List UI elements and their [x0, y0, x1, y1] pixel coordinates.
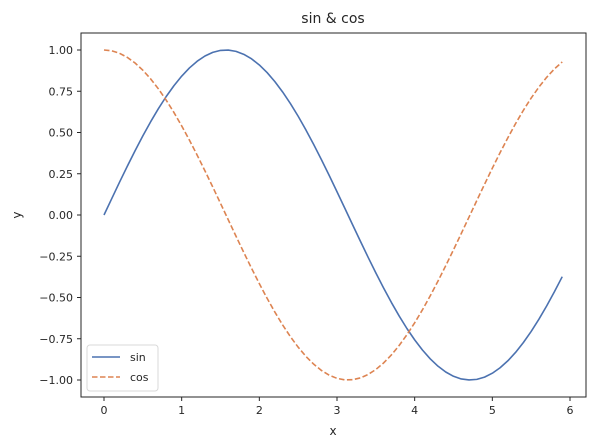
- x-axis-label: x: [329, 424, 336, 438]
- x-axis: 0 1 2 3 4 5 6: [101, 397, 574, 417]
- x-tick-label: 4: [411, 404, 418, 417]
- y-tick-label: −0.50: [39, 292, 73, 305]
- y-tick-label: 1.00: [49, 44, 74, 57]
- plot-area: [103, 49, 563, 381]
- y-tick-label: −1.00: [39, 374, 73, 387]
- series-sin-line: [103, 49, 563, 381]
- y-tick-label: −0.75: [39, 333, 73, 346]
- y-tick-label: 0.00: [49, 209, 74, 222]
- y-tick-label: 0.50: [49, 127, 74, 140]
- legend-box: [86, 344, 159, 392]
- y-tick-label: 0.25: [49, 168, 74, 181]
- y-tick-label: −0.25: [39, 250, 73, 263]
- series-cos-line: [103, 49, 563, 381]
- x-tick-label: 3: [334, 404, 341, 417]
- chart-title: sin & cos: [301, 11, 364, 27]
- y-axis: 1.00 0.75 0.50 0.25 0.00 −0.25 −0.50 −0.75 −1.00: [39, 44, 81, 387]
- y-axis-label: y: [10, 211, 24, 218]
- x-tick-label: 1: [178, 404, 185, 417]
- legend-label-cos: cos: [130, 371, 149, 384]
- x-tick-label: 6: [567, 404, 574, 417]
- legend: sin cos: [86, 344, 159, 392]
- y-tick-label: 0.75: [49, 85, 74, 98]
- x-tick-label: 0: [101, 404, 108, 417]
- legend-label-sin: sin: [130, 351, 146, 364]
- x-tick-label: 2: [256, 404, 263, 417]
- x-tick-label: 5: [489, 404, 496, 417]
